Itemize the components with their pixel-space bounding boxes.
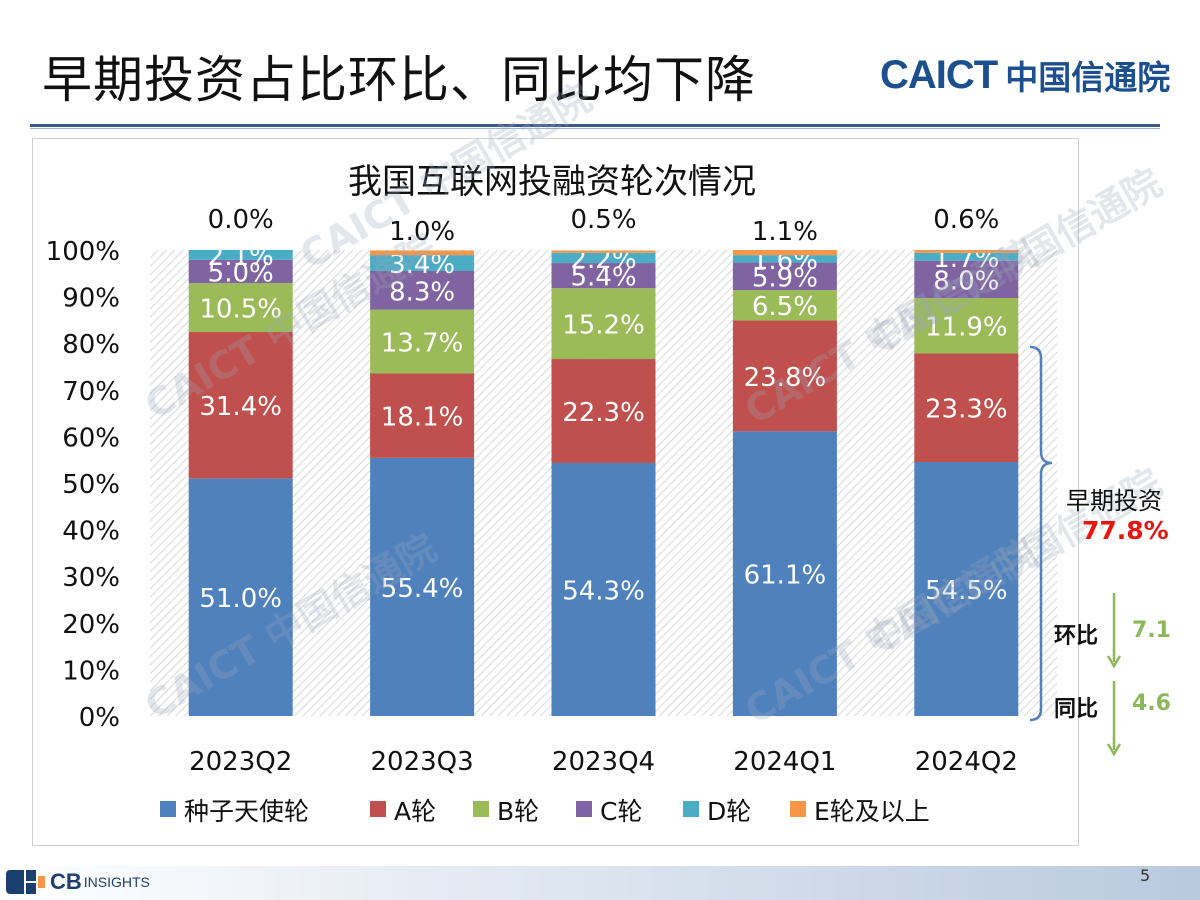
- legend-label: C轮: [600, 797, 642, 826]
- y-tick-label: 60%: [62, 423, 120, 453]
- y-tick-label: 40%: [62, 517, 120, 547]
- data-label: 22.3%: [562, 398, 645, 428]
- y-tick-label: 100%: [46, 237, 120, 267]
- data-label: 51.0%: [199, 584, 282, 614]
- yoy-down-arrow: [1108, 681, 1120, 754]
- qoq-value: 7.1: [1132, 618, 1171, 643]
- stacked-bar-chart: 我国互联网投融资轮次情况 0%10%20%30%40%50%60%70%80%9…: [0, 0, 1200, 900]
- top-data-label: 0.0%: [208, 205, 274, 235]
- data-label: 13.7%: [381, 329, 464, 359]
- early-stage-label: 早期投资: [1066, 481, 1162, 516]
- early-stage-value: 77.8%: [1082, 516, 1169, 545]
- data-label: 23.3%: [925, 395, 1008, 425]
- y-tick-label: 0%: [79, 703, 120, 733]
- legend-swatch: [790, 801, 806, 817]
- qoq-down-arrow: [1108, 593, 1120, 666]
- y-tick-label: 10%: [62, 656, 120, 686]
- top-data-label: 1.1%: [752, 217, 818, 247]
- yoy-value: 4.6: [1132, 691, 1171, 716]
- data-label: 61.1%: [744, 561, 827, 591]
- data-label: 18.1%: [381, 403, 464, 433]
- bar-segment: [552, 250, 656, 252]
- data-label: 2.2%: [570, 245, 636, 275]
- bar-segment: [733, 250, 837, 255]
- page-number: 5: [1140, 866, 1150, 885]
- legend-label: E轮及以上: [814, 797, 930, 826]
- cb-logo-icon: [6, 868, 46, 896]
- legend-label: A轮: [394, 797, 436, 826]
- y-tick-label: 70%: [62, 377, 120, 407]
- data-label: 54.3%: [562, 576, 645, 606]
- y-tick-label: 80%: [62, 330, 120, 360]
- legend-swatch: [683, 801, 699, 817]
- y-tick-label: 20%: [62, 610, 120, 640]
- x-tick-label: 2023Q4: [552, 747, 655, 777]
- yoy-label: 同比: [1054, 691, 1098, 723]
- top-data-label: 0.5%: [570, 205, 636, 235]
- y-tick-label: 90%: [62, 284, 120, 314]
- x-tick-label: 2024Q2: [915, 747, 1018, 777]
- cb-logo-text: CB: [50, 869, 82, 895]
- legend-label: 种子天使轮: [184, 797, 309, 826]
- qoq-label: 环比: [1054, 618, 1098, 650]
- legend-swatch: [160, 801, 176, 817]
- legend-label: D轮: [707, 797, 751, 826]
- x-tick-label: 2024Q1: [733, 747, 836, 777]
- cb-insights-logo: CB INSIGHTS: [6, 866, 150, 898]
- legend-label: B轮: [497, 797, 539, 826]
- legend-swatch: [576, 801, 592, 817]
- cb-logo-suffix: INSIGHTS: [84, 874, 150, 890]
- data-label: 15.2%: [562, 311, 645, 341]
- x-tick-label: 2023Q3: [371, 747, 474, 777]
- footer-bar: [0, 866, 1200, 900]
- data-label: 6.5%: [752, 292, 818, 322]
- top-data-label: 0.6%: [933, 205, 999, 235]
- legend-swatch: [370, 801, 386, 817]
- legend-swatch: [473, 801, 489, 817]
- x-tick-label: 2023Q2: [189, 747, 292, 777]
- y-tick-label: 50%: [62, 470, 120, 500]
- data-label: 2.1%: [208, 242, 274, 272]
- y-tick-label: 30%: [62, 563, 120, 593]
